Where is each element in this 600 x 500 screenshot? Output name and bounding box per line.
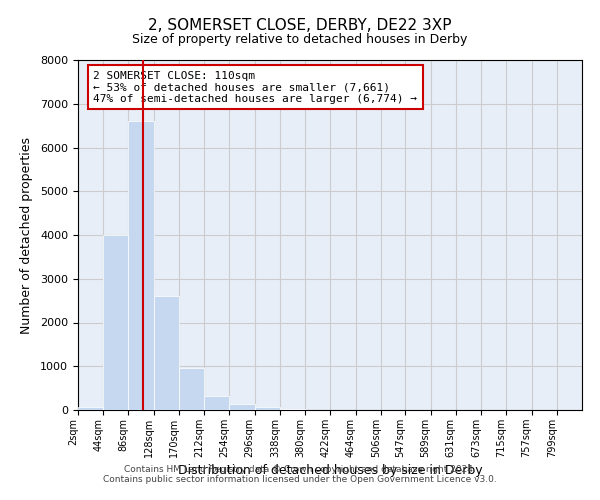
Bar [280,408,305,410]
Text: 2 SOMERSET CLOSE: 110sqm
← 53% of detached houses are smaller (7,661)
47% of sem: 2 SOMERSET CLOSE: 110sqm ← 53% of detach… [93,70,417,104]
Bar [154,296,179,410]
Text: 2, SOMERSET CLOSE, DERBY, DE22 3XP: 2, SOMERSET CLOSE, DERBY, DE22 3XP [148,18,452,32]
Bar [204,396,229,410]
Bar [103,235,128,410]
Y-axis label: Number of detached properties: Number of detached properties [20,136,33,334]
X-axis label: Distribution of detached houses by size in Derby: Distribution of detached houses by size … [178,464,482,477]
Bar [128,121,154,410]
Bar [254,407,280,410]
Bar [229,404,254,410]
Text: Contains HM Land Registry data © Crown copyright and database right 2024.: Contains HM Land Registry data © Crown c… [124,466,476,474]
Text: Size of property relative to detached houses in Derby: Size of property relative to detached ho… [133,32,467,46]
Text: Contains public sector information licensed under the Open Government Licence v3: Contains public sector information licen… [103,476,497,484]
Bar [179,368,204,410]
Bar [78,407,103,410]
